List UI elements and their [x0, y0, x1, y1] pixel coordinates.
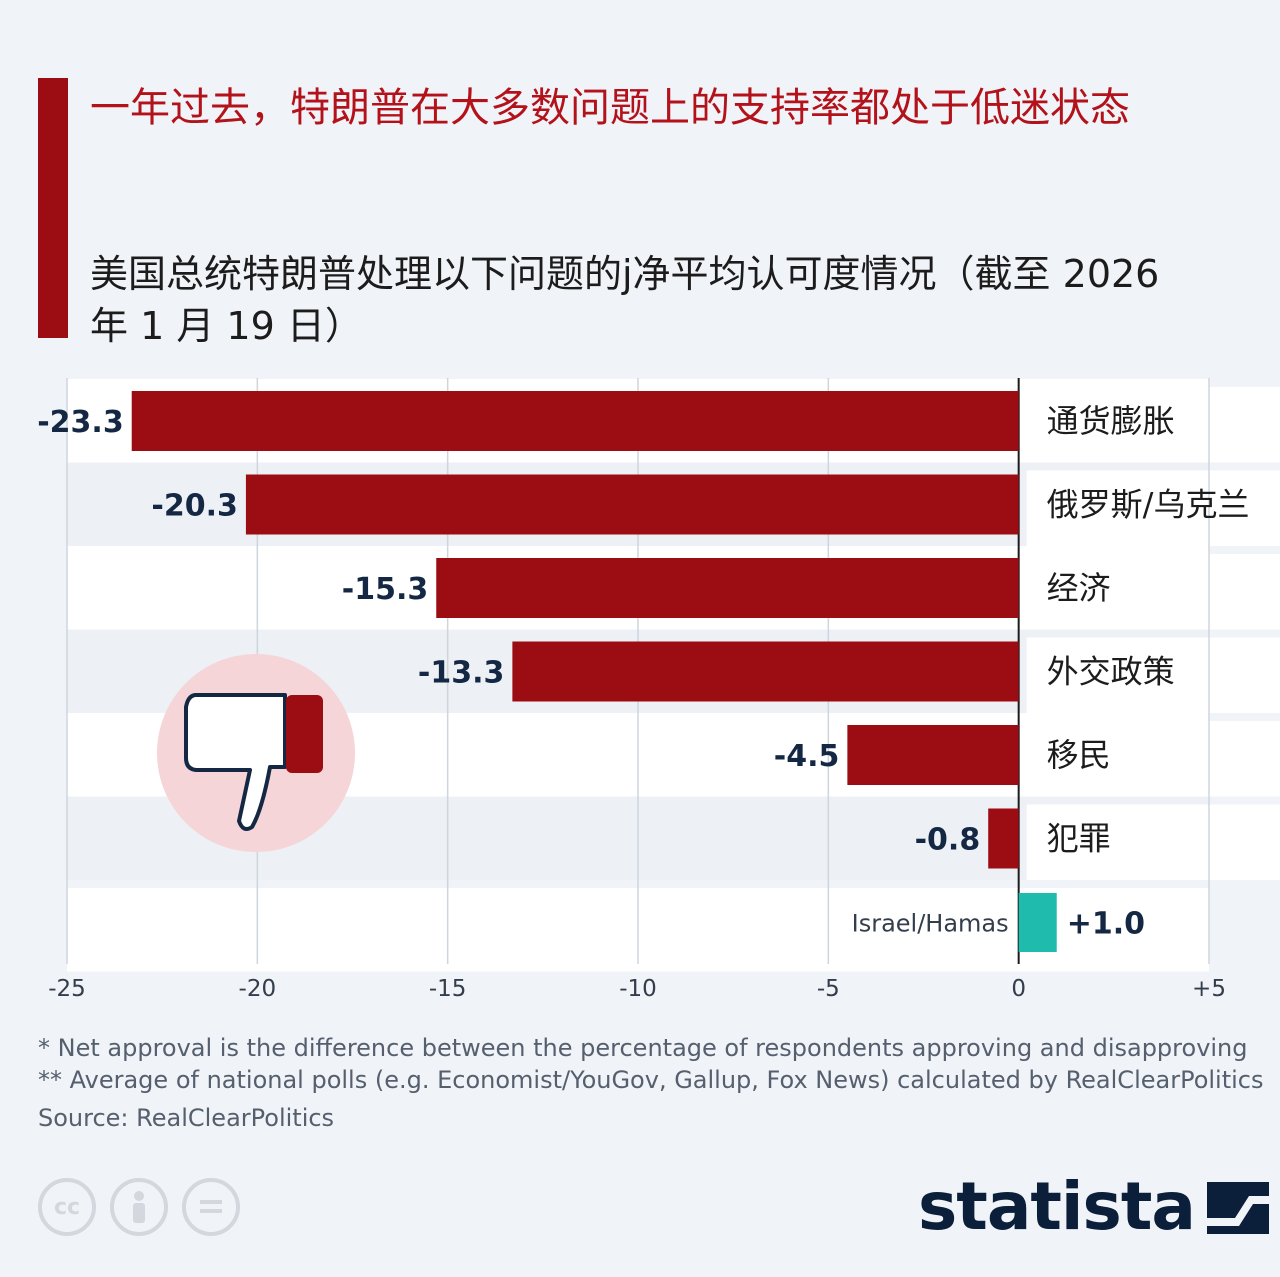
x-tick-label: -15 [429, 976, 467, 1002]
thumbs-down-icon [157, 654, 355, 852]
footnotes: * Net approval is the difference between… [38, 1032, 1268, 1096]
category-label: 移民 [1047, 736, 1111, 774]
brand-name: statista [918, 1168, 1196, 1245]
bar-chart: -25 -20 -15 -10 -5 0 +5 -23.3 通货膨胀 -20.3 俄罗斯/乌克兰 -1… [37, 378, 1280, 1002]
value-label: -15.3 [342, 572, 428, 607]
chart-subtitle: 美国总统特朗普处理以下问题的j净平均认可度情况（截至 2026 年 1 月 19… [90, 252, 1160, 348]
category-label-background [1026, 804, 1280, 880]
footnote-average-polls: ** Average of national polls (e.g. Econo… [38, 1066, 1264, 1094]
attribution-icon[interactable] [110, 1178, 168, 1236]
source-note: Source: RealClearPolitics [38, 1104, 335, 1132]
x-tick-label: -10 [619, 976, 657, 1002]
footnote-net-approval: * Net approval is the difference between… [38, 1034, 1248, 1062]
chart-title: 一年过去，特朗普在大多数问题上的支持率都处于低迷状态 [90, 85, 1130, 131]
bar [131, 391, 1019, 451]
title-accent-bar [38, 78, 68, 338]
x-tick-label: -20 [239, 976, 277, 1002]
x-tick-label: 0 [1011, 976, 1026, 1002]
bar [847, 725, 1019, 785]
x-tick-label: -5 [817, 976, 840, 1002]
bar [988, 808, 1019, 869]
bar [512, 641, 1019, 702]
category-label-background [1026, 387, 1280, 463]
category-label: 俄罗斯/乌克兰 [1047, 486, 1250, 524]
bar [436, 558, 1019, 618]
statista-logo[interactable]: statista [918, 1168, 1271, 1245]
category-label: Israel/Hamas [852, 910, 1009, 938]
cc-icon[interactable]: cc [38, 1178, 96, 1236]
category-label-background [1026, 470, 1280, 546]
statista-logo-icon [1206, 1181, 1269, 1234]
value-label: -13.3 [418, 656, 504, 691]
license-icons: cc [38, 1178, 240, 1236]
x-tick-label: +5 [1192, 976, 1226, 1002]
value-label: +1.0 [1067, 907, 1145, 942]
category-label-background [1026, 554, 1280, 630]
value-label: -20.3 [151, 489, 237, 524]
bar [1018, 893, 1057, 952]
value-label: -23.3 [37, 405, 123, 440]
no-derivatives-icon[interactable] [182, 1178, 240, 1236]
bar [245, 474, 1019, 535]
category-label-background [1026, 721, 1280, 797]
category-label: 外交政策 [1047, 653, 1175, 691]
category-label: 经济 [1047, 569, 1111, 607]
x-tick-label: -25 [48, 976, 86, 1002]
category-label-background [1026, 637, 1280, 713]
bars [131, 391, 1057, 952]
category-label: 犯罪 [1047, 820, 1111, 858]
value-label: -0.8 [915, 823, 981, 858]
labels: -25 -20 -15 -10 -5 0 +5 -23.3 通货膨胀 -20.3 俄罗斯/乌克兰 -1… [37, 402, 1249, 1002]
category-label: 通货膨胀 [1047, 402, 1175, 440]
value-label: -4.5 [774, 739, 840, 774]
